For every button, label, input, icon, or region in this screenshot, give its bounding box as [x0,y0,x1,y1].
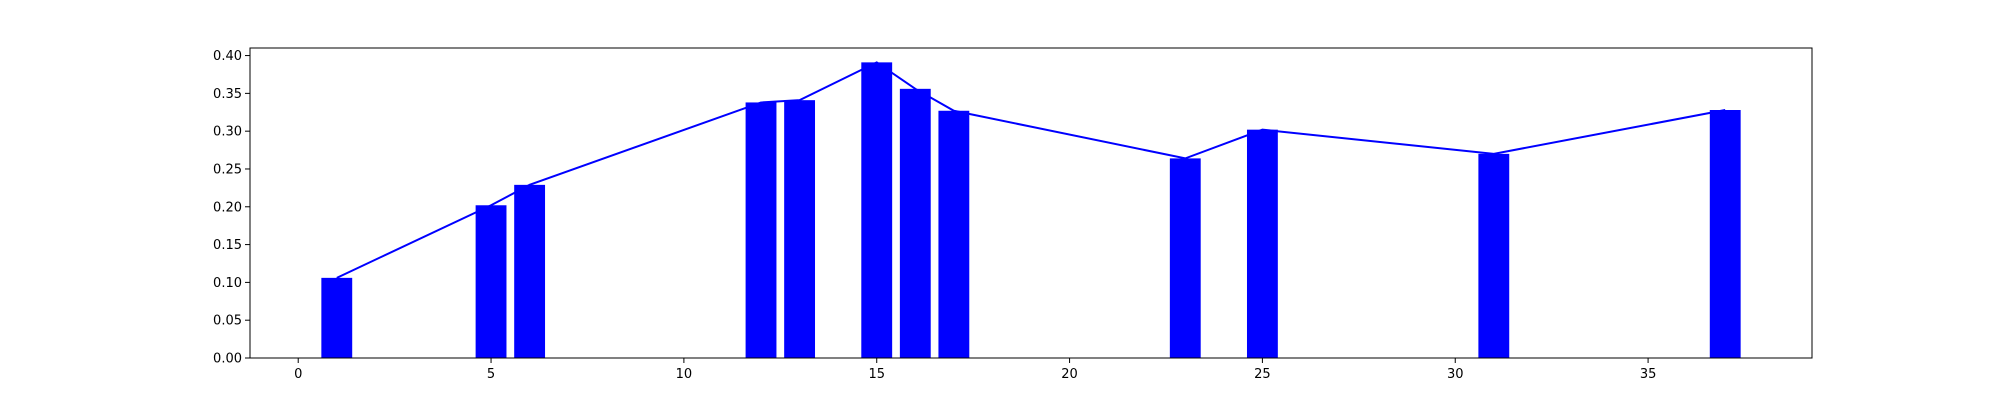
x-tick-label: 10 [676,367,693,382]
x-tick-label: 30 [1447,367,1464,382]
bar-37 [1709,110,1741,358]
y-tick-label: 0.05 [213,314,242,329]
bar-17 [938,110,970,358]
y-tick-label: 0.10 [213,276,242,291]
bar-16 [899,88,931,358]
x-tick-label: 35 [1640,367,1657,382]
bar-31 [1478,153,1510,358]
y-tick-label: 0.25 [213,162,242,177]
y-tick-label: 0.00 [213,352,242,367]
y-tick-label: 0.20 [213,200,242,215]
x-tick-label: 25 [1254,367,1271,382]
plot-frame [249,47,1813,359]
bar-6 [514,184,546,358]
y-tick-label: 0.35 [213,87,242,102]
bar-23 [1169,158,1201,358]
bar-25 [1246,129,1278,358]
bar-5 [475,205,507,358]
x-tick-label: 0 [294,367,302,382]
y-axis: 0.00 0.05 0.10 0.15 0.20 0.25 0.30 0.35 0.40 [213,49,250,367]
y-tick-label: 0.15 [213,238,242,253]
y-tick-label: 0.30 [213,125,242,140]
x-tick-label: 20 [1061,367,1078,382]
bar-1 [321,277,353,358]
x-tick-label: 5 [487,367,495,382]
bars-group [321,62,1741,359]
bar-15 [861,62,893,359]
bar-13 [784,100,816,359]
y-tick-label: 0.40 [213,49,242,64]
series-line [336,61,1726,279]
x-tick-label: 15 [868,367,885,382]
x-axis: 0 5 10 15 20 25 30 35 [294,358,1656,382]
bar-12 [745,102,777,358]
